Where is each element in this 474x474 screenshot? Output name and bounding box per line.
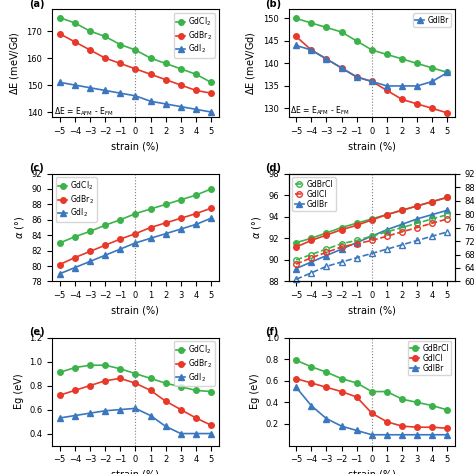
Legend: GdBrCl, GdICl, GdIBr: GdBrCl, GdICl, GdIBr	[292, 177, 336, 211]
Text: (d): (d)	[265, 164, 281, 173]
Y-axis label: $\Delta$E (meV/Gd): $\Delta$E (meV/Gd)	[245, 32, 257, 95]
Legend: GdCl$_2$, GdBr$_2$, GdI$_2$: GdCl$_2$, GdBr$_2$, GdI$_2$	[56, 177, 97, 222]
Legend: GdBrCl, GdICl, GdIBr: GdBrCl, GdICl, GdIBr	[408, 341, 451, 375]
Text: $\Delta$E = E$_{\rm AFM}$ - E$_{\rm FM}$: $\Delta$E = E$_{\rm AFM}$ - E$_{\rm FM}$	[290, 105, 349, 118]
Text: (c): (c)	[29, 164, 44, 173]
Legend: GdCl$_2$, GdBr$_2$, GdI$_2$: GdCl$_2$, GdBr$_2$, GdI$_2$	[174, 13, 215, 58]
X-axis label: strain (%): strain (%)	[111, 306, 159, 316]
Y-axis label: $\alpha$ (°): $\alpha$ (°)	[249, 216, 263, 239]
Legend: GdIBr: GdIBr	[413, 13, 451, 27]
Text: (e): (e)	[29, 328, 45, 337]
Text: (b): (b)	[265, 0, 282, 9]
Text: (f): (f)	[265, 328, 279, 337]
X-axis label: strain (%): strain (%)	[348, 470, 396, 474]
Y-axis label: $\alpha$ (°): $\alpha$ (°)	[13, 216, 26, 239]
X-axis label: strain (%): strain (%)	[348, 142, 396, 152]
Legend: GdCl$_2$, GdBr$_2$, GdI$_2$: GdCl$_2$, GdBr$_2$, GdI$_2$	[174, 341, 215, 386]
Text: (a): (a)	[29, 0, 45, 9]
Y-axis label: Eg (eV): Eg (eV)	[250, 374, 260, 410]
Text: $\Delta$E = E$_{\rm AFM}$ - E$_{\rm FM}$: $\Delta$E = E$_{\rm AFM}$ - E$_{\rm FM}$	[54, 106, 113, 118]
Y-axis label: $\Delta$E (meV/Gd): $\Delta$E (meV/Gd)	[8, 32, 21, 95]
X-axis label: strain (%): strain (%)	[348, 306, 396, 316]
X-axis label: strain (%): strain (%)	[111, 142, 159, 152]
X-axis label: strain (%): strain (%)	[111, 470, 159, 474]
Y-axis label: Eg (eV): Eg (eV)	[14, 374, 24, 410]
